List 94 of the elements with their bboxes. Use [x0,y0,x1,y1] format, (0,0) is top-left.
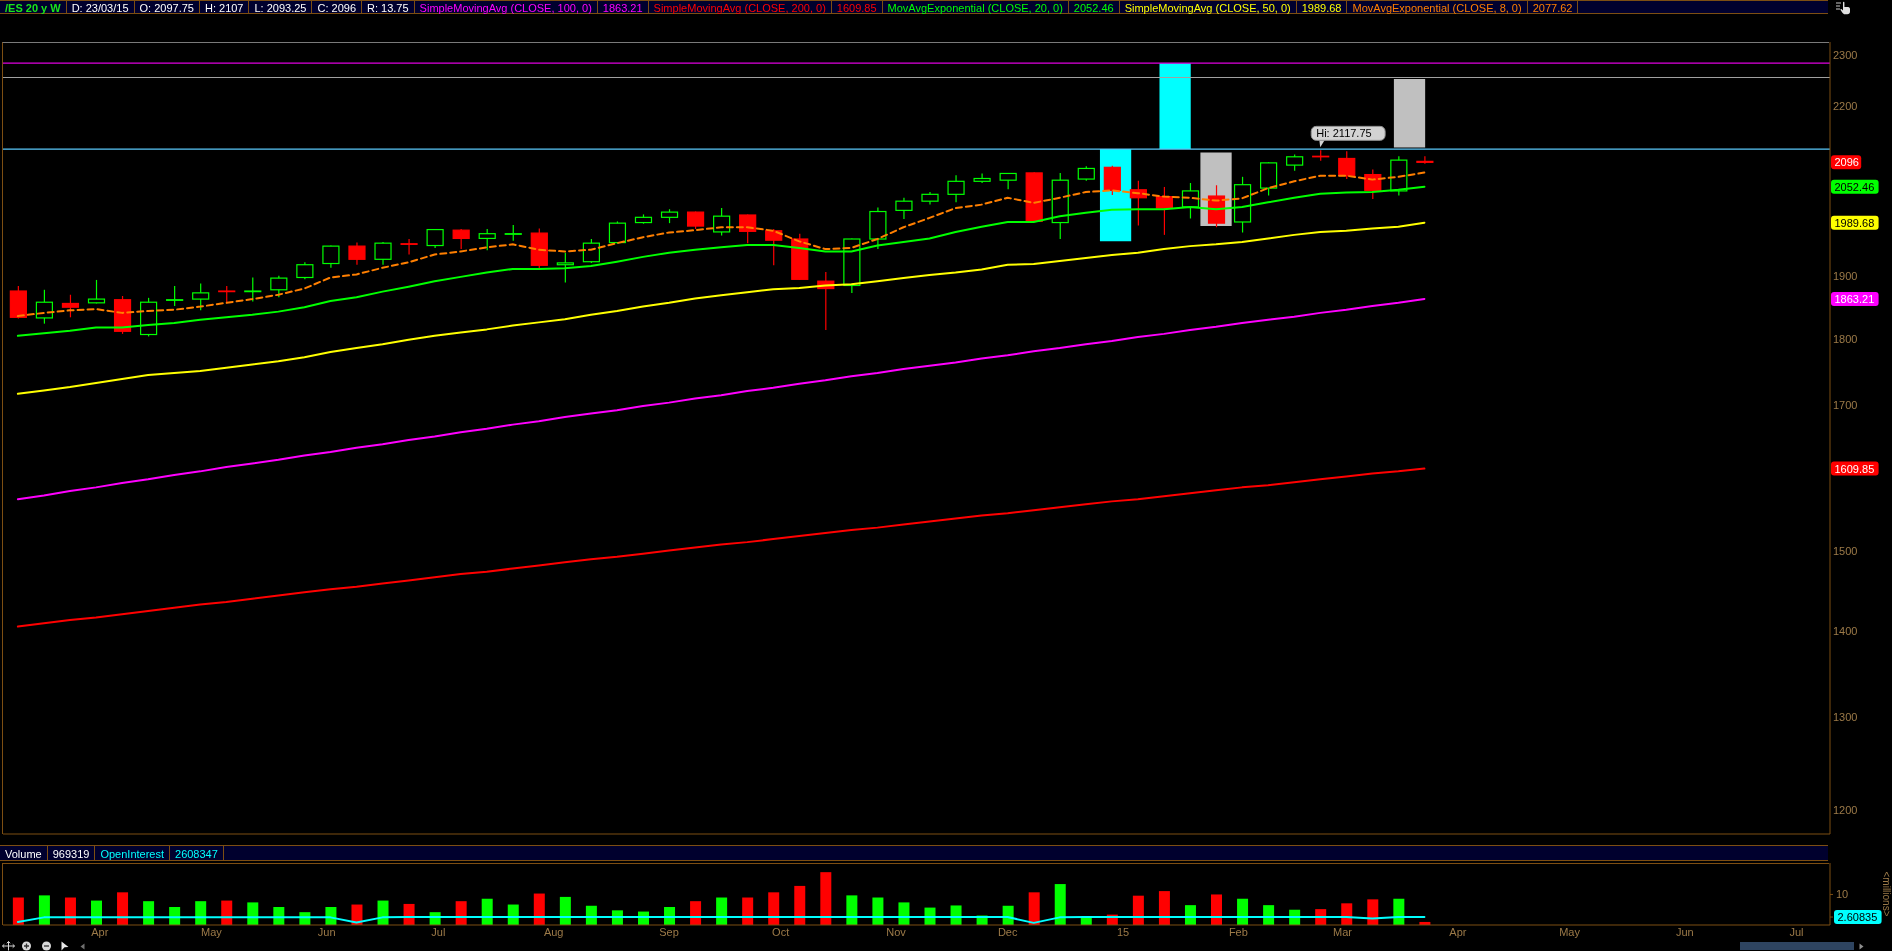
y-tick-label: 1989.68 [1834,216,1875,229]
line-series [16,297,1426,501]
bar [820,872,832,925]
text: 1989.68 [1296,1,1348,14]
bar [846,895,858,925]
y-tick-label: 1500 [1833,544,1858,557]
y-axis-title: <millions> [1881,871,1892,917]
text: MovAvgExponential (CLOSE, 20, 0) [882,1,1069,14]
candlestick [192,283,210,311]
bar [1367,899,1379,925]
text: 1609.85 [831,1,883,14]
text: MovAvgExponential (CLOSE, 8, 0) [1347,1,1528,14]
text: 969319 [47,846,96,860]
y-tick-label: 10 [1836,888,1849,901]
y-tick-label: 1900 [1833,270,1858,283]
y-tick-label: 1400 [1833,624,1858,637]
y-tick-label: 2200 [1833,100,1858,113]
y-tick-label: 1300 [1833,710,1858,723]
x-tick-label: Jul [431,925,446,938]
candlestick [713,207,731,237]
annotation: Hi: 2117.75 [1316,127,1372,140]
bar [1158,891,1170,925]
x-tick-label: Sep [659,925,679,938]
text: H: 2107 [199,1,250,14]
y-tick-label: 1863.21 [1834,292,1875,305]
x-tick-label: Oct [772,925,790,938]
candlestick [1416,155,1434,165]
chart-title: Volume [0,846,48,860]
candlestick [765,228,783,266]
y-tick-label: 1700 [1833,399,1858,412]
candlestick [348,241,366,266]
bar [768,892,780,925]
x-tick-label: Jun [317,925,336,938]
text: L: 2093.25 [249,1,313,14]
candlestick [374,241,392,266]
text: OpenInterest [95,846,171,860]
y-tick-label: 1200 [1833,803,1858,816]
x-tick-label: May [200,925,223,938]
candlestick [1364,168,1382,200]
x-tick-label: Mar [1333,925,1353,938]
bar [38,895,50,925]
x-tick-label: May [1559,925,1581,938]
chart-title: /ES 20 y W [0,1,67,14]
candlestick [556,252,574,283]
y-tick-label: 2096 [1834,156,1859,169]
x-tick-label: Aug [543,925,564,938]
bar [1211,894,1223,925]
text: 2608347 [170,846,224,860]
x-tick-label: Apr [91,925,109,938]
candlestick [973,172,991,184]
text: O: 2097.75 [134,1,200,14]
candlestick [270,275,288,298]
text: SimpleMovingAvg (CLOSE, 100, 0) [414,1,598,14]
y-tick-label: 1609.85 [1834,462,1875,475]
x-tick-label: Jun [1676,925,1694,938]
text: R: 13.75 [362,1,415,14]
text: C: 2096 [312,1,363,14]
text: D: 23/03/15 [66,1,135,14]
candlestick [400,238,418,256]
text: SimpleMovingAvg (CLOSE, 200, 0) [648,1,832,14]
x-tick-label: Jul [1789,925,1804,938]
y-tick-label: 2.60835 [1837,911,1878,924]
candlestick [322,244,340,269]
y-tick-label: 2052.46 [1834,180,1875,193]
y-tick-label: 2300 [1833,48,1858,61]
text: SimpleMovingAvg (CLOSE, 50, 0) [1119,1,1297,14]
text: 2052.46 [1068,1,1120,14]
candlestick [1103,165,1121,196]
text: 1863.21 [597,1,649,14]
text: 2077.62 [1527,1,1579,14]
bar [12,897,24,925]
bar [1159,63,1191,150]
bar [1054,884,1066,925]
y-tick-label: 1800 [1833,333,1858,346]
candlestick [452,228,470,250]
candlestick [61,294,80,318]
bar [117,892,129,925]
candlestick [244,276,262,303]
x-tick-label: Feb [1228,925,1248,938]
candlestick [1338,150,1356,180]
x-tick-label: 15 [1116,925,1130,938]
x-tick-label: Dec [997,925,1018,938]
candlestick [478,228,496,251]
candlestick [166,285,184,307]
line-series [16,467,1426,628]
candlestick [895,197,913,220]
candlestick [947,174,965,203]
line-series [16,221,1426,395]
bar [1028,892,1040,925]
x-tick-label: Apr [1449,925,1467,938]
bar [1393,79,1426,148]
candlestick [35,289,54,325]
bar [794,885,806,925]
x-tick-label: Nov [886,925,907,938]
